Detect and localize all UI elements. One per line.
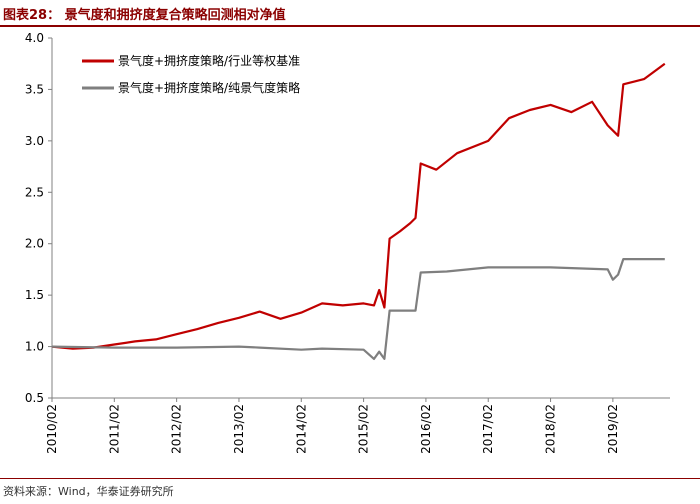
x-tick-label: 2016/02 — [419, 404, 433, 454]
x-tick-label: 2017/02 — [481, 404, 495, 454]
legend-label-1: 景气度+拥挤度策略/行业等权基准 — [118, 53, 300, 68]
y-tick-label: 1.0 — [25, 340, 44, 354]
chart-title-bar: 图表28： 景气度和拥挤度复合策略回测相对净值 — [0, 0, 700, 27]
x-tick-label: 2014/02 — [294, 404, 308, 454]
x-tick-label: 2011/02 — [107, 404, 121, 454]
y-tick-label: 2.5 — [25, 185, 44, 199]
x-tick-label: 2018/02 — [544, 404, 558, 454]
y-tick-label: 2.0 — [25, 237, 44, 251]
legend-label-2: 景气度+拥挤度策略/纯景气度策略 — [118, 80, 300, 95]
y-tick-label: 0.5 — [25, 391, 44, 405]
x-tick-label: 2010/02 — [45, 404, 59, 454]
y-tick-label: 4.0 — [25, 31, 44, 45]
x-tick-label: 2013/02 — [232, 404, 246, 454]
line-chart: 0.5 1.0 1.5 2.0 2.5 3.0 3.5 4.0 2010/02 2011/02 20… — [25, 31, 670, 454]
source-note: 资料来源：Wind，华泰证券研究所 — [3, 485, 174, 498]
footer-rule — [0, 478, 700, 479]
y-tick-label: 3.0 — [25, 134, 44, 148]
x-tick-label: 2012/02 — [170, 404, 184, 454]
series-line-1 — [51, 62, 666, 350]
series-line-2 — [51, 258, 665, 360]
title-rule — [0, 25, 700, 27]
x-tick-label: 2019/02 — [606, 404, 620, 454]
y-tick-label: 1.5 — [25, 288, 44, 302]
x-tick-label: 2015/02 — [357, 404, 371, 454]
chart-title: 图表28： 景气度和拥挤度复合策略回测相对净值 — [3, 8, 286, 23]
y-tick-label: 3.5 — [25, 82, 44, 96]
